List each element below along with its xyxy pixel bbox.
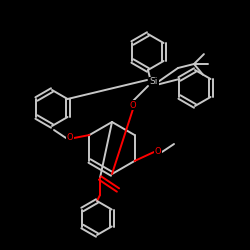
Text: O: O: [155, 148, 161, 156]
Text: O: O: [130, 100, 136, 110]
Text: O: O: [67, 134, 73, 142]
Text: Si: Si: [150, 78, 158, 86]
